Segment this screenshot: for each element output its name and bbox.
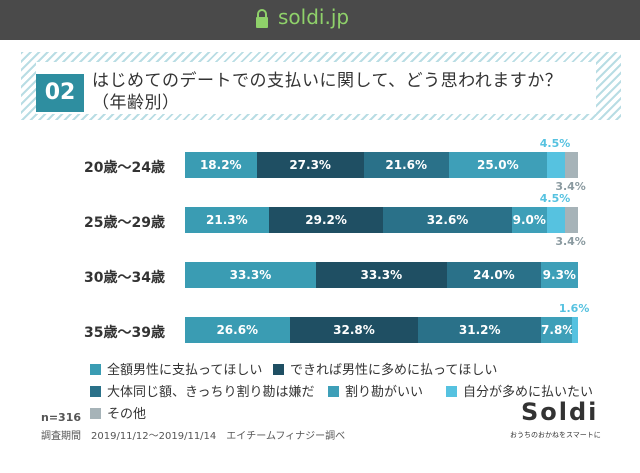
sample-size: n=316 bbox=[41, 411, 82, 424]
data-label: 3.4% bbox=[555, 235, 586, 248]
question-box bbox=[36, 62, 596, 114]
bar-segment: 31.2% bbox=[418, 317, 542, 343]
bar-segment: 27.3% bbox=[256, 152, 364, 178]
bar-segment bbox=[571, 317, 578, 343]
row-label: 30歳〜34歳 bbox=[84, 270, 165, 286]
bar-segment: 29.2% bbox=[268, 207, 384, 233]
legend-item: 全額男性に支払ってほしい bbox=[90, 363, 262, 379]
legend-swatch bbox=[90, 364, 101, 375]
question-title-line1: はじめてのデートでの支払いに関して、どう思われますか？ bbox=[92, 71, 563, 91]
legend-swatch bbox=[90, 386, 101, 397]
legend-label: その他 bbox=[107, 407, 147, 422]
bar-segment: 33.3% bbox=[315, 262, 447, 288]
bar-segment: 33.3% bbox=[185, 262, 316, 288]
bar-segment: 32.6% bbox=[383, 207, 512, 233]
bar-segment: 21.3% bbox=[185, 207, 269, 233]
question-number: 02 bbox=[36, 74, 84, 112]
row-label: 20歳〜24歳 bbox=[84, 160, 165, 176]
bar-segment: 25.0% bbox=[448, 152, 547, 178]
bar-segment: 18.2% bbox=[185, 152, 257, 178]
legend-item: できれば男性に多めに払ってほしい bbox=[273, 363, 497, 379]
legend-item: その他 bbox=[90, 407, 146, 423]
bar-segment bbox=[546, 207, 565, 233]
legend-item: 割り勘がいい bbox=[328, 385, 423, 401]
question-title-line2: （年齢別） bbox=[92, 93, 180, 113]
bar-segment bbox=[564, 207, 578, 233]
bar-segment: 32.8% bbox=[289, 317, 419, 343]
question-title: はじめてのデートでの支払いに関して、どう思われますか？ （年齢別） bbox=[92, 70, 562, 114]
row-label: 35歳〜39歳 bbox=[84, 325, 165, 341]
soldi-logo-tagline: おうちのおかねをスマートに bbox=[510, 431, 601, 439]
data-label: 4.5% bbox=[539, 192, 571, 205]
legend-swatch bbox=[90, 408, 101, 419]
browser-address-bar[interactable]: soldi.jp bbox=[0, 0, 640, 40]
legend-item: 自分が多めに払いたい bbox=[446, 385, 593, 401]
bar-segment: 9.3% bbox=[541, 262, 578, 288]
legend-swatch bbox=[446, 386, 457, 397]
bar-segment: 26.6% bbox=[185, 317, 290, 343]
url-text[interactable]: soldi.jp bbox=[278, 5, 350, 29]
bar-segment: 9.0% bbox=[511, 207, 547, 233]
legend-label: 自分が多めに払いたい bbox=[463, 385, 594, 400]
bar-segment bbox=[546, 152, 565, 178]
bar-segment: 7.8% bbox=[541, 317, 572, 343]
data-label: 3.4% bbox=[555, 180, 586, 193]
data-label: 4.5% bbox=[539, 137, 571, 150]
lock-icon bbox=[256, 9, 268, 28]
soldi-logo: Soldi bbox=[521, 398, 599, 426]
legend-label: 割り勘がいい bbox=[345, 385, 424, 400]
bar-segment bbox=[564, 152, 578, 178]
legend-label: 全額男性に支払ってほしい bbox=[107, 363, 263, 378]
data-label: 1.6% bbox=[558, 302, 590, 315]
legend-label: できれば男性に多めに払ってほしい bbox=[290, 363, 498, 378]
bar-segment: 24.0% bbox=[446, 262, 542, 288]
row-label: 25歳〜29歳 bbox=[84, 215, 165, 231]
legend-swatch bbox=[273, 364, 284, 375]
bar-segment: 21.6% bbox=[363, 152, 449, 178]
survey-period: 調査期間 2019/11/12〜2019/11/14 エイチームフィナジー調べ bbox=[41, 431, 346, 442]
legend-item: 大体同じ額、きっちり割り勘は嫌だ bbox=[90, 385, 314, 401]
legend-label: 大体同じ額、きっちり割り勘は嫌だ bbox=[107, 385, 315, 400]
legend-swatch bbox=[328, 386, 339, 397]
